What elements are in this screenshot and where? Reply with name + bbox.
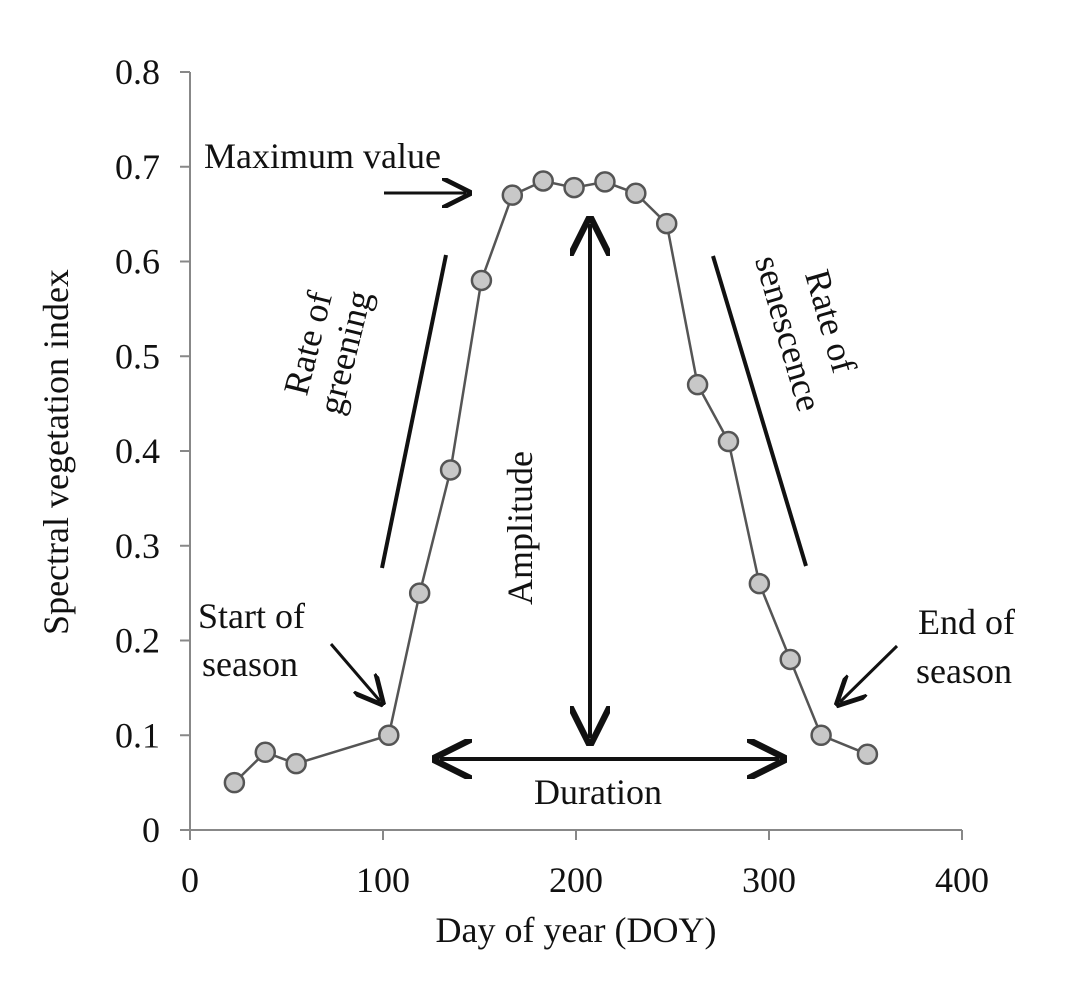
- x-tick-label: 200: [549, 860, 603, 900]
- data-point: [856, 743, 879, 765]
- greening-rate-line: [380, 254, 448, 569]
- data-point: [717, 430, 740, 453]
- y-tick-label: 0.2: [115, 621, 160, 661]
- data-point: [655, 212, 678, 235]
- start-of-season-label-line1: Start of: [198, 596, 305, 636]
- start-of-season-arrow: [329, 643, 380, 701]
- data-point: [223, 771, 246, 794]
- y-tick-label: 0.5: [115, 336, 160, 376]
- end-of-season-label-line2: season: [916, 651, 1012, 691]
- end-of-season-arrow: [840, 644, 899, 702]
- x-ticks: 0 100 200 300 400: [181, 830, 989, 900]
- y-axis-title: Spectral vegetation index: [36, 269, 76, 635]
- start-of-season-label-line2: season: [202, 644, 298, 684]
- data-point: [594, 171, 616, 193]
- end-of-season-label-line1: End of: [918, 602, 1015, 642]
- data-point: [254, 741, 277, 764]
- y-tick-label: 0.3: [115, 526, 160, 566]
- x-tick-label: 100: [356, 860, 410, 900]
- data-point: [532, 170, 554, 192]
- x-tick-label: 400: [935, 860, 989, 900]
- annotation-graphics: [329, 193, 899, 759]
- maximum-value-label: Maximum value: [204, 136, 441, 176]
- data-point: [810, 724, 832, 746]
- data-point: [408, 582, 431, 604]
- x-tick-label: 0: [181, 860, 199, 900]
- x-tick-label: 300: [742, 860, 796, 900]
- y-tick-label: 0.4: [115, 431, 160, 471]
- amplitude-label: Amplitude: [500, 451, 540, 605]
- y-tick-label: 0.6: [115, 242, 160, 282]
- data-point: [625, 182, 647, 205]
- data-point: [470, 269, 493, 292]
- y-tick-label: 0.8: [115, 52, 160, 92]
- y-tick-label: 0.7: [115, 147, 160, 187]
- y-ticks: 0 0.1 0.2 0.3 0.4 0.5 0.6 0.7 0.8: [115, 52, 190, 850]
- y-tick-label: 0.1: [115, 715, 160, 755]
- series-layer: [223, 170, 879, 794]
- duration-label: Duration: [534, 772, 662, 812]
- x-axis-title: Day of year (DOY): [436, 910, 717, 950]
- y-tick-label: 0: [142, 810, 160, 850]
- data-point: [563, 176, 585, 199]
- data-point: [779, 648, 801, 671]
- data-point: [501, 184, 524, 206]
- data-point: [378, 724, 400, 746]
- data-point: [285, 752, 307, 775]
- data-point: [439, 459, 462, 481]
- annotation-labels: Maximum value Rate of greening Rate of s…: [198, 136, 1015, 812]
- data-point: [686, 373, 709, 396]
- data-point: [748, 572, 771, 595]
- senescence-rate-line: [711, 255, 808, 567]
